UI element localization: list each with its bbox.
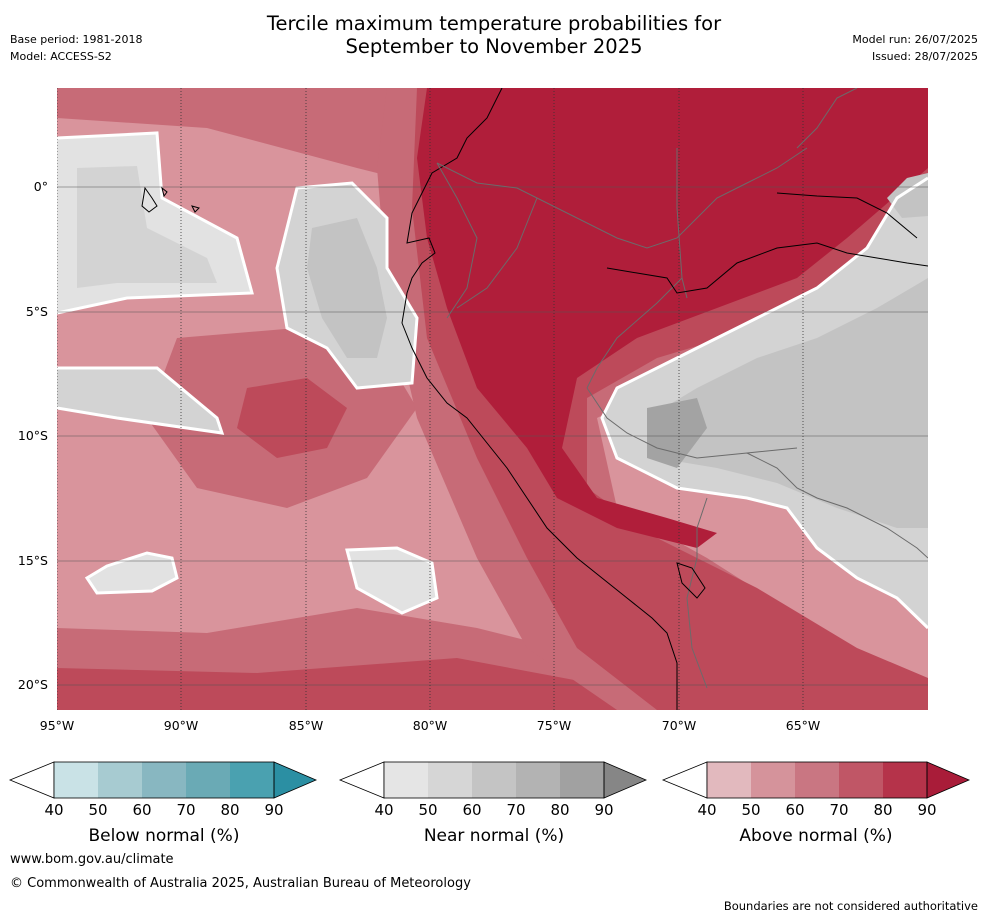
graticule [57, 186, 928, 686]
issued-date: Issued: 28/07/2025 [871, 50, 978, 63]
amazon-river [606, 242, 928, 294]
below-tick-80: 80 [220, 801, 240, 819]
near-tick-70: 70 [506, 801, 526, 819]
above-swatch-50 [751, 762, 795, 798]
south-america-coastline [401, 88, 678, 710]
near-normal-southwest-patch [87, 553, 177, 593]
below-normal-title: Below normal (%) [88, 826, 240, 846]
above-extend-left [661, 761, 708, 799]
lon-label-65w: 65°W [785, 718, 821, 733]
near-normal-east-inner [647, 278, 928, 528]
meta-left: Base period: 1981-2018 Model: ACCESS-S2 [10, 31, 142, 65]
above-tick-50: 50 [741, 801, 761, 819]
base-period: Base period: 1981-2018 [10, 33, 143, 46]
below-tick-40: 40 [44, 801, 64, 819]
page-title: Tercile maximum temperature probabilitie… [0, 12, 988, 58]
near-tick-90: 90 [594, 801, 614, 819]
near-normal-title: Near normal (%) [423, 826, 565, 846]
lon-label-85w: 85°W [288, 718, 324, 733]
title-line-1: Tercile maximum temperature probabilitie… [266, 12, 722, 35]
above-tick-40: 40 [697, 801, 717, 819]
near-swatch-40 [384, 762, 428, 798]
above-swatch-40 [707, 762, 751, 798]
near-extend-right [603, 761, 648, 799]
above-tick-60: 60 [785, 801, 805, 819]
below-swatch-50 [98, 762, 142, 798]
near-normal-outlines [57, 131, 928, 630]
colorbars [8, 761, 971, 799]
lat-label-5s: 5°S [25, 304, 48, 319]
near-normal-east-dark [647, 398, 707, 468]
galapagos-islands [141, 186, 200, 213]
near-swatch-50 [428, 762, 472, 798]
below-swatch-80 [230, 762, 274, 798]
title-line-2: September to November 2025 [345, 35, 643, 58]
above-80-band-mid [237, 378, 347, 458]
lon-label-75w: 75°W [536, 718, 572, 733]
above-extend-right [926, 761, 971, 799]
website-link[interactable]: www.bom.gov.au/climate [10, 852, 174, 867]
below-swatch-70 [186, 762, 230, 798]
near-swatch-70 [516, 762, 560, 798]
lat-label-20s: 20°S [17, 677, 48, 692]
colorbar-below [8, 761, 318, 799]
near-tick-80: 80 [550, 801, 570, 819]
below-swatch-60 [142, 762, 186, 798]
lon-label-90w: 90°W [163, 718, 199, 733]
lon-label-70w: 70°W [661, 718, 697, 733]
lat-label-15s: 15°S [17, 553, 48, 568]
below-swatch-40 [54, 762, 98, 798]
near-normal-west-inner [77, 166, 217, 288]
above-swatch-70 [839, 762, 883, 798]
lat-label-10s: 10°S [17, 428, 48, 443]
near-swatch-80 [560, 762, 604, 798]
lon-label-80w: 80°W [412, 718, 448, 733]
above-tick-70: 70 [829, 801, 849, 819]
below-extend-right [273, 761, 318, 799]
above-swatch-80 [883, 762, 927, 798]
near-normal-south-center-patch [347, 548, 437, 613]
near-normal-left-patch [57, 368, 222, 433]
lat-label-0: 0° [33, 179, 48, 194]
below-tick-90: 90 [264, 801, 284, 819]
meta-right: Model run: 26/07/2025 Issued: 28/07/2025 [852, 31, 978, 65]
above-tick-90: 90 [917, 801, 937, 819]
above-90-core [417, 88, 928, 548]
lon-label-95w: 95°W [39, 718, 75, 733]
country-borders [436, 88, 928, 689]
above-swatch-60 [795, 762, 839, 798]
colorbar-above [661, 761, 971, 799]
near-tick-40: 40 [374, 801, 394, 819]
above-tick-80: 80 [873, 801, 893, 819]
near-normal-center-inner [307, 218, 387, 358]
model-name: Model: ACCESS-S2 [10, 50, 112, 63]
amazon-river-upper [776, 192, 918, 239]
copyright-text: © Commonwealth of Australia 2025, Austra… [10, 876, 471, 891]
model-run: Model run: 26/07/2025 [852, 33, 978, 46]
above-normal-title: Above normal (%) [739, 826, 893, 846]
colorbar-near [338, 761, 648, 799]
near-swatch-60 [472, 762, 516, 798]
below-tick-50: 50 [88, 801, 108, 819]
below-tick-70: 70 [176, 801, 196, 819]
boundaries-disclaimer: Boundaries are not considered authoritat… [723, 899, 978, 913]
below-extend-left [8, 761, 55, 799]
near-tick-60: 60 [462, 801, 482, 819]
below-tick-60: 60 [132, 801, 152, 819]
probability-map [57, 88, 928, 710]
lake-titicaca [676, 562, 706, 599]
near-tick-50: 50 [418, 801, 438, 819]
near-extend-left [338, 761, 385, 799]
